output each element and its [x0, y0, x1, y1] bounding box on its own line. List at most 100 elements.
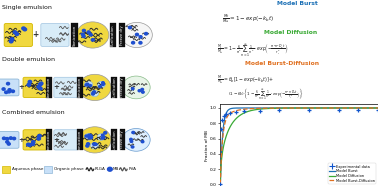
Circle shape [22, 27, 25, 30]
FancyBboxPatch shape [119, 129, 125, 150]
Circle shape [3, 137, 6, 140]
FancyBboxPatch shape [110, 23, 116, 47]
Circle shape [102, 82, 104, 84]
Text: $\frac{M_t}{M_\infty} = 1 - exp(-k_b t)$: $\frac{M_t}{M_\infty} = 1 - exp(-k_b t)$ [222, 12, 274, 25]
Circle shape [139, 42, 142, 44]
Circle shape [89, 134, 92, 137]
Text: Model Burst-Diffusion: Model Burst-Diffusion [245, 61, 319, 66]
Circle shape [82, 29, 85, 32]
Circle shape [129, 26, 132, 29]
Circle shape [40, 82, 43, 85]
Circle shape [102, 136, 105, 138]
Circle shape [101, 134, 104, 136]
Circle shape [76, 22, 109, 48]
FancyBboxPatch shape [54, 130, 79, 150]
Text: Purification: Purification [111, 24, 115, 46]
FancyBboxPatch shape [0, 132, 19, 148]
Circle shape [142, 91, 144, 93]
Circle shape [11, 90, 14, 92]
FancyBboxPatch shape [112, 129, 117, 150]
FancyBboxPatch shape [119, 77, 125, 98]
Text: $\frac{M_t}{M_\infty} = \theta_b[1 - exp(-k_b t)] +$: $\frac{M_t}{M_\infty} = \theta_b[1 - exp… [217, 73, 274, 86]
Circle shape [10, 38, 14, 41]
FancyBboxPatch shape [54, 77, 79, 98]
Text: Sonication: Sonication [72, 24, 76, 46]
Circle shape [139, 36, 142, 38]
FancyBboxPatch shape [119, 23, 125, 47]
Text: $(1-\theta_b)\left\{1 - \frac{6}{\pi^2}\sum_{n=1}^{\infty}\frac{1}{n^2}\cdot exp: $(1-\theta_b)\left\{1 - \frac{6}{\pi^2}\… [228, 86, 304, 102]
Circle shape [23, 28, 26, 31]
Text: Model Burst: Model Burst [277, 1, 318, 6]
FancyBboxPatch shape [0, 79, 19, 96]
FancyBboxPatch shape [2, 166, 10, 173]
Circle shape [102, 83, 104, 86]
Circle shape [81, 33, 84, 36]
Circle shape [28, 80, 32, 83]
Circle shape [88, 134, 90, 136]
FancyBboxPatch shape [44, 166, 53, 173]
Circle shape [89, 85, 91, 87]
Circle shape [99, 85, 101, 88]
Circle shape [138, 90, 141, 92]
Circle shape [91, 142, 99, 149]
Circle shape [5, 91, 8, 94]
FancyBboxPatch shape [4, 23, 33, 46]
Circle shape [144, 33, 147, 35]
Circle shape [86, 145, 89, 147]
FancyBboxPatch shape [23, 77, 48, 98]
Circle shape [101, 137, 104, 139]
Text: $\frac{M_t}{M_\infty} = 1 - \frac{6}{\pi^2}\sum_{n=1}^{\infty}\frac{1}{n^2}\cdot: $\frac{M_t}{M_\infty} = 1 - \frac{6}{\pi… [217, 42, 288, 60]
Circle shape [39, 87, 42, 90]
FancyBboxPatch shape [46, 129, 52, 150]
Circle shape [82, 35, 85, 38]
Circle shape [92, 92, 94, 94]
Text: Aqueous phase: Aqueous phase [12, 167, 43, 171]
Text: MB: MB [113, 167, 119, 171]
Circle shape [9, 137, 12, 139]
FancyBboxPatch shape [77, 77, 83, 98]
FancyBboxPatch shape [41, 23, 69, 46]
Text: Freeze dry: Freeze dry [120, 25, 124, 45]
Circle shape [93, 91, 96, 93]
Circle shape [92, 93, 94, 95]
Circle shape [2, 88, 5, 90]
Text: Purification: Purification [112, 129, 116, 151]
Circle shape [87, 143, 90, 145]
Circle shape [135, 33, 138, 36]
Circle shape [97, 134, 105, 140]
FancyBboxPatch shape [77, 129, 83, 150]
Circle shape [132, 132, 135, 134]
FancyBboxPatch shape [112, 77, 117, 98]
Circle shape [7, 143, 10, 145]
Text: Sonication: Sonication [78, 77, 82, 98]
Circle shape [31, 143, 34, 145]
Circle shape [79, 127, 111, 153]
Circle shape [38, 135, 41, 137]
Circle shape [85, 134, 93, 140]
Circle shape [26, 143, 30, 146]
Circle shape [141, 88, 144, 90]
Circle shape [104, 132, 107, 134]
Text: Double emulsion: Double emulsion [2, 57, 55, 62]
FancyBboxPatch shape [46, 77, 52, 98]
Circle shape [12, 137, 15, 140]
Circle shape [141, 141, 144, 143]
Text: +: + [54, 84, 59, 90]
Circle shape [28, 144, 31, 146]
Text: Organic phase: Organic phase [54, 167, 84, 171]
Circle shape [39, 83, 42, 86]
Circle shape [86, 83, 89, 85]
Circle shape [31, 141, 35, 143]
Circle shape [94, 143, 97, 145]
Circle shape [130, 138, 132, 140]
Circle shape [93, 143, 95, 145]
Text: +: + [33, 31, 39, 39]
Text: +: + [18, 84, 24, 90]
Circle shape [8, 90, 11, 93]
Circle shape [88, 136, 91, 139]
Circle shape [132, 41, 135, 44]
Circle shape [131, 146, 134, 148]
Circle shape [121, 22, 152, 48]
Circle shape [85, 81, 93, 88]
Circle shape [122, 76, 150, 99]
